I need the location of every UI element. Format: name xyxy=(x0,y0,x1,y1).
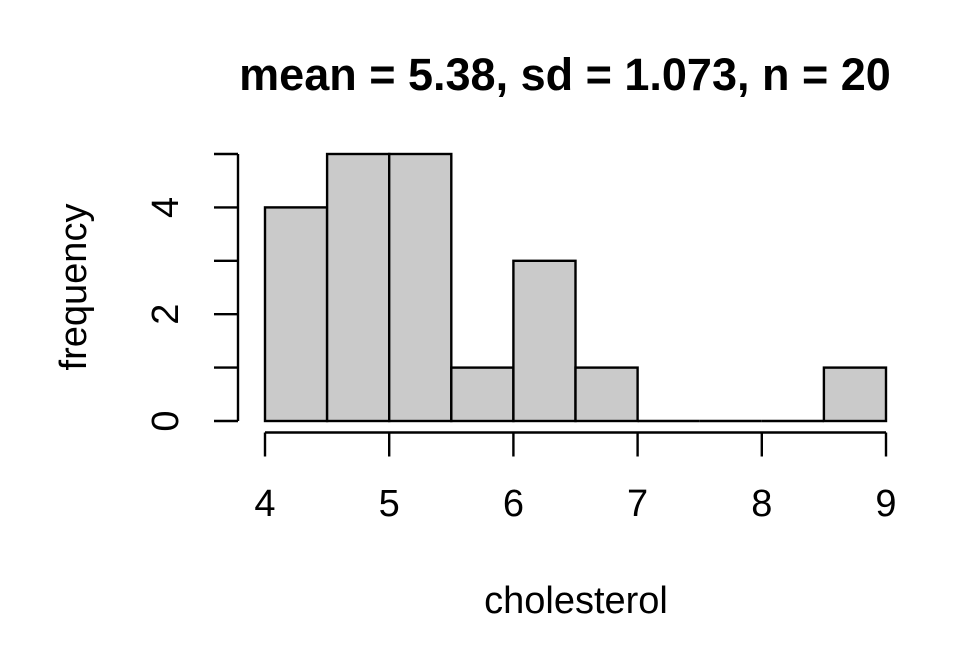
histogram-bar xyxy=(325,152,391,423)
histogram-bar xyxy=(263,206,329,423)
x-tick-label: 9 xyxy=(875,483,896,525)
tick-labels: 4 5 6 7 8 9 0 2 4 xyxy=(145,197,897,525)
x-tick-label: 5 xyxy=(379,483,400,525)
y-axis-label: frequency xyxy=(53,204,95,371)
x-axis-label: cholesterol xyxy=(484,580,668,622)
chart-title: mean = 5.38, sd = 1.073, n = 20 xyxy=(239,49,891,100)
y-tick-label: 0 xyxy=(145,410,187,431)
histogram-bars xyxy=(263,152,888,423)
y-tick-label: 4 xyxy=(145,197,187,218)
y-tick-label: 2 xyxy=(145,304,187,325)
axes xyxy=(214,152,888,457)
x-tick-label: 8 xyxy=(751,483,772,525)
histogram-bar xyxy=(574,366,639,423)
histogram-bar xyxy=(450,366,515,423)
histogram-bar xyxy=(822,366,888,423)
x-tick-label: 6 xyxy=(503,483,524,525)
histogram-bar xyxy=(512,259,577,423)
x-tick-label: 4 xyxy=(254,483,275,525)
histogram-bar xyxy=(388,152,453,423)
x-tick-label: 7 xyxy=(627,483,648,525)
